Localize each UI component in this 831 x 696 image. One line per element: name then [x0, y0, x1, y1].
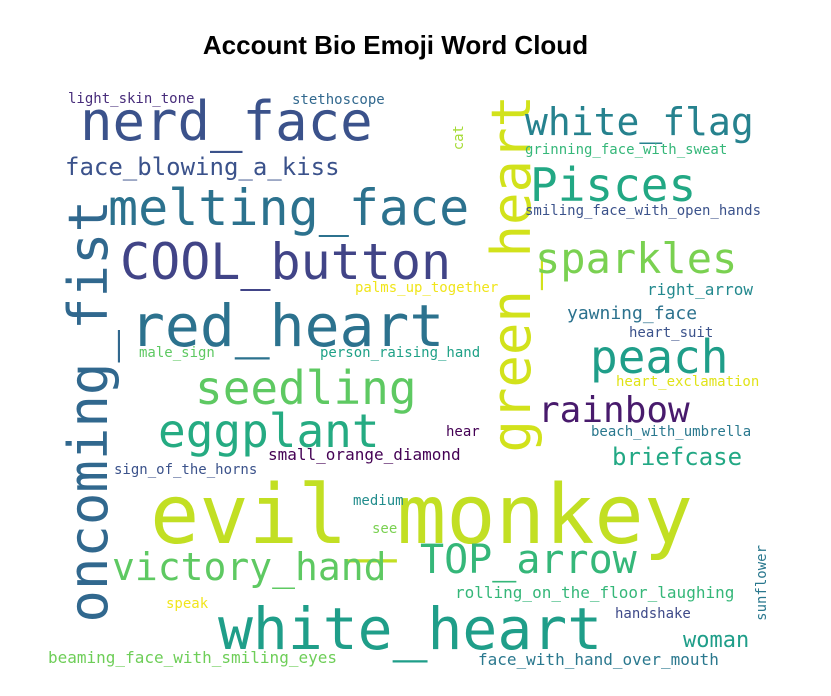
cloud-word: light_skin_tone [68, 91, 195, 107]
cloud-word: victory_hand [112, 545, 387, 589]
cloud-word: briefcase [612, 443, 743, 471]
cloud-word: heart_exclamation [616, 374, 760, 390]
cloud-word: sparkles [535, 234, 738, 283]
cloud-word: small_orange_diamond [268, 445, 461, 464]
cloud-word: person_raising_hand [320, 345, 481, 361]
cloud-word: rainbow [538, 390, 690, 431]
cloud-word: right_arrow [647, 280, 753, 299]
cloud-word: handshake [615, 606, 691, 622]
cloud-word: hear [446, 424, 480, 440]
cloud-word: TOP_arrow [420, 537, 637, 583]
cloud-word: grinning_face_with_sweat [525, 142, 728, 158]
cloud-word: cat [451, 125, 467, 151]
cloud-word: sign_of_the_horns [114, 462, 258, 478]
cloud-word: evil_monkey [150, 468, 694, 563]
cloud-word: Pisces [530, 158, 697, 212]
cloud-word: see [372, 521, 398, 537]
cloud-word: nerd_face [80, 90, 373, 153]
cloud-word: medium [353, 493, 404, 509]
cloud-word: beach_with_umbrella [591, 424, 752, 440]
cloud-word: red_heart [130, 292, 445, 360]
cloud-word: oncoming_fist [57, 200, 120, 623]
cloud-word: peach [590, 330, 729, 384]
cloud-word: yawning_face [567, 303, 698, 324]
cloud-word: eggplant [158, 404, 380, 458]
cloud-word: speak [166, 596, 209, 612]
cloud-word: melting_face [108, 179, 470, 237]
cloud-word: sunflower [754, 545, 770, 621]
cloud-word: stethoscope [292, 92, 385, 108]
cloud-word: white_flag [525, 100, 754, 144]
cloud-word: beaming_face_with_smiling_eyes [48, 648, 337, 667]
cloud-word: face_blowing_a_kiss [65, 153, 340, 181]
cloud-word: smiling_face_with_open_hands [525, 203, 762, 219]
chart-title: Account Bio Emoji Word Cloud [202, 30, 589, 60]
cloud-word: COOL_button [120, 233, 452, 291]
cloud-word: woman [683, 628, 750, 653]
cloud-word: male_sign [139, 345, 215, 361]
cloud-word: seedling [195, 361, 417, 415]
cloud-word: face_with_hand_over_mouth [478, 650, 719, 669]
cloud-word: rolling_on_the_floor_laughing [455, 583, 735, 602]
cloud-word: white_heart [218, 595, 603, 663]
cloud-word: palms_up_together [355, 280, 499, 296]
cloud-word: heart_suit [629, 325, 714, 341]
